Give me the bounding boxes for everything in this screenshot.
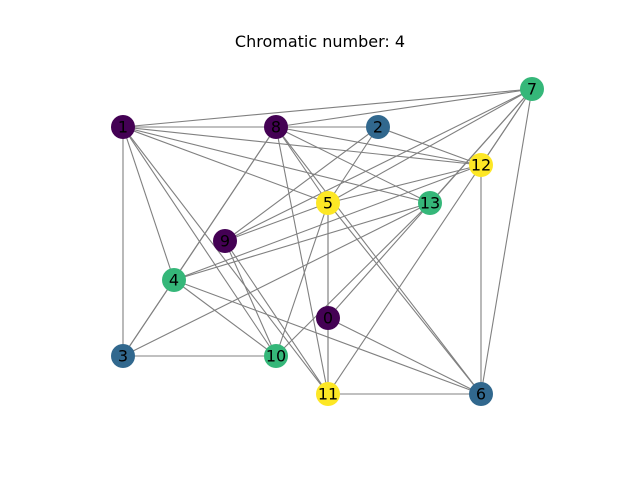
node-circle-7 (520, 77, 544, 101)
edge-7-6 (480, 88, 533, 395)
node-label-5: 5 (323, 194, 333, 213)
edge-4-10 (173, 279, 277, 357)
edge-8-11 (275, 126, 329, 395)
node-5: 5 (316, 191, 340, 215)
node-label-0: 0 (323, 309, 333, 328)
node-circle-6 (469, 382, 493, 406)
node-label-2: 2 (373, 118, 383, 137)
node-0: 0 (316, 306, 340, 330)
edge-13-10 (275, 202, 431, 357)
node-3: 3 (111, 344, 135, 368)
edge-13-4 (173, 202, 431, 281)
edge-8-7 (275, 88, 533, 128)
node-circle-2 (366, 115, 390, 139)
node-13: 13 (418, 191, 442, 215)
edge-5-9 (224, 202, 329, 242)
node-12: 12 (469, 153, 493, 177)
node-4: 4 (162, 268, 186, 292)
node-circle-4 (162, 268, 186, 292)
edge-1-12 (122, 126, 482, 166)
edge-13-3 (122, 202, 431, 357)
edge-5-6 (327, 202, 482, 395)
node-label-7: 7 (527, 80, 537, 99)
node-circle-1 (111, 115, 135, 139)
node-10: 10 (264, 344, 288, 368)
node-label-3: 3 (118, 347, 128, 366)
edge-12-5 (327, 164, 482, 204)
node-label-4: 4 (169, 271, 179, 290)
node-2: 2 (366, 115, 390, 139)
node-label-8: 8 (271, 118, 281, 137)
edge-8-12 (275, 126, 482, 166)
node-label-9: 9 (220, 232, 230, 251)
node-circle-0 (316, 306, 340, 330)
node-label-13: 13 (420, 194, 440, 213)
node-label-11: 11 (318, 385, 338, 404)
edge-7-5 (327, 88, 533, 204)
edge-7-9 (224, 88, 533, 242)
edge-9-10 (224, 240, 277, 357)
node-11: 11 (316, 382, 340, 406)
node-circle-9 (213, 229, 237, 253)
node-label-10: 10 (266, 347, 286, 366)
node-9: 9 (213, 229, 237, 253)
graph-title: Chromatic number: 4 (234, 32, 406, 51)
node-label-12: 12 (471, 156, 491, 175)
node-circle-5 (316, 191, 340, 215)
node-7: 7 (520, 77, 544, 101)
node-circle-13 (418, 191, 442, 215)
node-label-6: 6 (476, 385, 486, 404)
node-label-1: 1 (118, 118, 128, 137)
node-1: 1 (111, 115, 135, 139)
edge-0-6 (327, 317, 482, 395)
node-6: 6 (469, 382, 493, 406)
edge-2-5 (327, 126, 379, 204)
edges-layer (122, 88, 533, 395)
node-circle-11 (316, 382, 340, 406)
edge-7-11 (327, 88, 533, 395)
edge-8-5 (275, 126, 329, 204)
edge-5-10 (275, 202, 329, 357)
edge-1-4 (122, 126, 175, 281)
node-circle-8 (264, 115, 288, 139)
edge-4-3 (122, 279, 175, 357)
node-circle-3 (111, 344, 135, 368)
node-circle-12 (469, 153, 493, 177)
node-circle-10 (264, 344, 288, 368)
edge-1-7 (122, 88, 533, 128)
node-8: 8 (264, 115, 288, 139)
edge-2-9 (224, 126, 379, 242)
